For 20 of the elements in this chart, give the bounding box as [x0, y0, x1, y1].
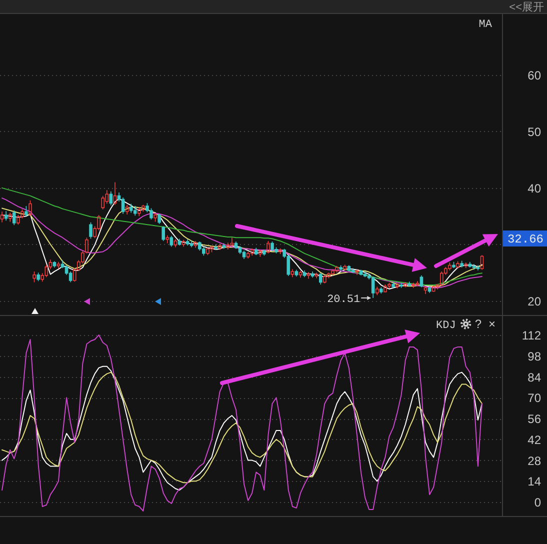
y-tick-label: 56 [528, 412, 542, 426]
y-tick-label: 112 [522, 328, 542, 343]
chart-title: KDJ [436, 320, 456, 332]
y-tick-label: 42 [528, 432, 542, 447]
y-tick-label: 98 [528, 349, 542, 364]
y-tick-label: 28 [528, 454, 542, 468]
y-tick-label: 0 [534, 496, 542, 510]
y-tick-label: 40 [528, 181, 542, 196]
text: <<展开 [509, 2, 544, 14]
y-tick-label: 70 [528, 391, 542, 406]
y-tick-label: 20 [528, 294, 542, 308]
annotation: 20.51 [327, 294, 360, 306]
text: MA [478, 19, 492, 31]
y-tick-label: 84 [528, 370, 542, 384]
y-tick-label: 50 [528, 124, 542, 139]
y-tick-label: 14 [528, 474, 542, 489]
annotation: ? [474, 317, 482, 331]
text: 32.66 [507, 232, 544, 246]
text: × [488, 317, 496, 331]
y-tick-label: 60 [528, 68, 542, 83]
